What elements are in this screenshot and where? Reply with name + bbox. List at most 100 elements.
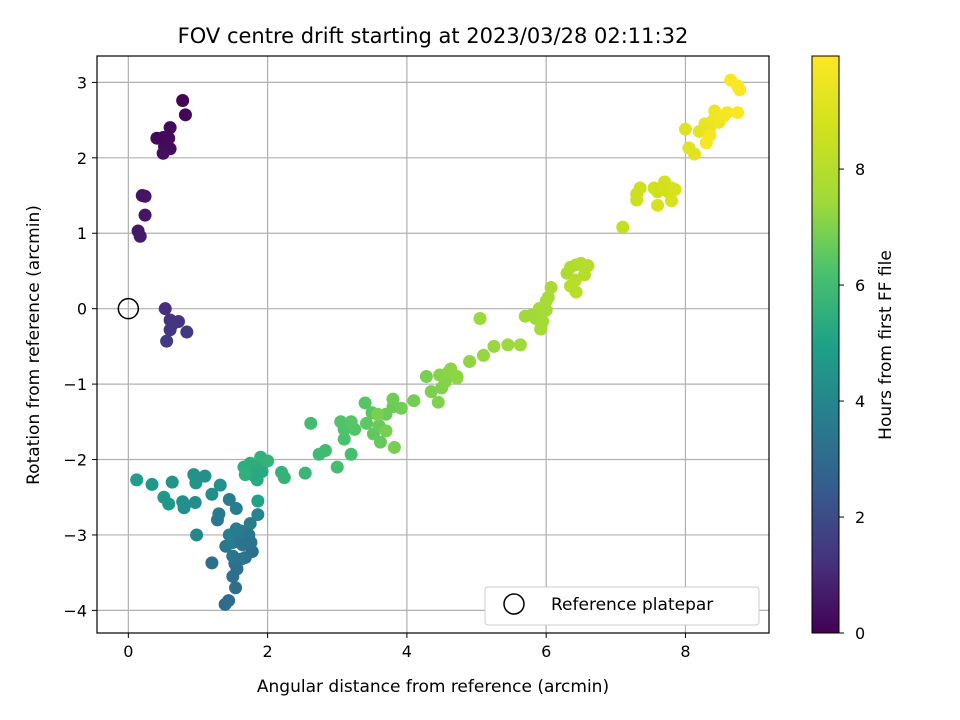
data-point: [687, 147, 701, 161]
data-point: [165, 475, 179, 489]
data-point: [337, 432, 351, 446]
data-point: [720, 106, 734, 120]
colorbar: 0 2 4 6 8 Hours from first FF file: [811, 55, 896, 643]
data-point: [487, 339, 501, 353]
data-point: [501, 338, 515, 352]
y-tick-label: 0: [77, 300, 87, 319]
data-point: [733, 83, 747, 97]
data-point: [138, 208, 152, 222]
data-point: [150, 131, 164, 145]
data-point: [616, 220, 630, 234]
legend-reference-label: Reference platepar: [551, 595, 713, 615]
legend-reference-marker: [503, 593, 525, 615]
legend: Reference platepar: [484, 586, 760, 626]
colorbar-tick-label: 2: [855, 508, 865, 527]
data-point: [386, 392, 400, 406]
data-point: [244, 535, 258, 549]
data-point: [222, 492, 236, 506]
data-point: [261, 454, 275, 468]
data-point: [731, 106, 745, 120]
data-point: [222, 594, 236, 608]
data-point: [476, 348, 490, 362]
data-point: [133, 229, 147, 243]
data-point: [178, 108, 192, 122]
data-point: [130, 473, 144, 487]
data-point: [544, 281, 558, 295]
data-point: [373, 435, 387, 449]
data-point: [359, 416, 373, 430]
data-point: [539, 303, 553, 317]
data-point: [678, 122, 692, 136]
chart-title: FOV centre drift starting at 2023/03/28 …: [178, 24, 689, 48]
data-point: [513, 338, 527, 352]
data-point: [213, 478, 227, 492]
data-point: [163, 121, 177, 135]
data-point: [665, 194, 679, 208]
data-point: [229, 522, 243, 536]
data-point: [541, 290, 555, 304]
data-point: [304, 416, 318, 430]
data-point: [298, 466, 312, 480]
data-point: [277, 471, 291, 485]
data-point: [699, 136, 713, 150]
y-tick-label: 3: [77, 73, 87, 92]
reference-marker: [117, 297, 140, 320]
data-point: [334, 415, 348, 429]
data-point: [394, 401, 408, 415]
data-point: [198, 469, 212, 483]
data-point: [344, 447, 358, 461]
data-point: [251, 508, 265, 522]
data-point: [633, 181, 647, 195]
y-tick-label: −4: [63, 601, 87, 620]
data-point: [330, 460, 344, 474]
data-point: [229, 581, 243, 595]
data-point: [668, 183, 682, 197]
y-tick-label: −2: [63, 451, 87, 470]
x-tick-label: 6: [541, 642, 551, 661]
colorbar-tick-label: 8: [855, 160, 865, 179]
data-point: [189, 476, 203, 490]
data-point: [371, 407, 385, 421]
plot-frame: [96, 55, 770, 634]
data-point: [160, 334, 174, 348]
colorbar-gradient: [811, 55, 840, 634]
data-point: [176, 94, 190, 108]
y-tick-label: 2: [77, 149, 87, 168]
data-point: [387, 440, 401, 454]
data-point: [188, 496, 202, 510]
x-tick-label: 8: [680, 642, 690, 661]
data-point: [534, 322, 548, 336]
data-point: [344, 415, 358, 429]
data-point: [229, 502, 243, 516]
data-points: [130, 73, 747, 611]
axis-ticks: 0 2 4 6 8 −4 −3 −2 −1 0 1 2 3: [63, 73, 690, 661]
x-axis-label: Angular distance from reference (arcmin): [257, 677, 609, 697]
data-point: [145, 477, 159, 491]
data-point: [180, 325, 194, 339]
data-point: [651, 198, 665, 212]
data-point: [318, 443, 332, 457]
data-point: [450, 370, 464, 384]
data-point: [419, 370, 433, 384]
data-point: [156, 146, 170, 160]
data-point: [238, 468, 252, 482]
y-tick-label: 1: [77, 224, 87, 243]
y-axis-label: Rotation from reference (arcmin): [24, 205, 44, 485]
data-point: [630, 193, 644, 207]
data-point: [226, 549, 240, 563]
legend-box: [484, 586, 760, 626]
grid: [97, 56, 769, 633]
data-point: [358, 396, 372, 410]
data-point: [431, 395, 445, 409]
data-point: [158, 302, 172, 316]
data-point: [205, 556, 219, 570]
y-tick-label: −3: [63, 526, 87, 545]
data-point: [162, 497, 176, 511]
data-point: [569, 285, 583, 299]
colorbar-tick-label: 0: [855, 624, 865, 643]
data-point: [473, 311, 487, 325]
y-tick-label: −1: [63, 375, 87, 394]
data-point: [407, 394, 421, 408]
data-point: [163, 323, 177, 337]
